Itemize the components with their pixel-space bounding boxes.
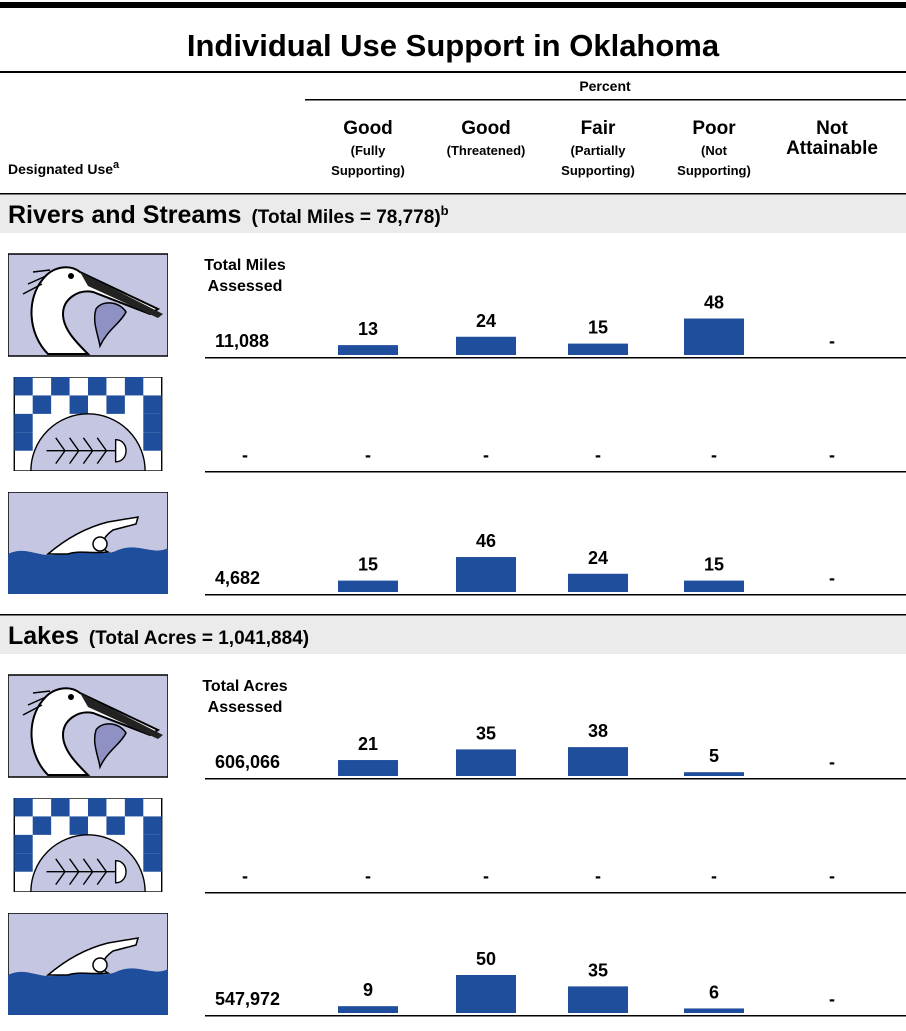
value-label: 48 — [704, 293, 724, 313]
bar — [338, 581, 398, 592]
value-label: 15 — [704, 555, 724, 575]
column-sublabel: Supporting) — [677, 163, 751, 178]
use-icon — [14, 798, 161, 892]
section-title: Lakes — [8, 622, 79, 650]
page: Individual Use Support in Oklahoma Perce… — [0, 0, 906, 1031]
column-label: Good — [461, 118, 511, 139]
designated-use-label: Designated Usea — [8, 159, 120, 177]
value-label: - — [829, 989, 835, 1009]
value-label: - — [483, 445, 489, 465]
value-label: - — [829, 331, 835, 351]
column-sublabel: (Not — [701, 143, 728, 158]
assessed-value: - — [242, 866, 248, 886]
column-sublabel: (Fully — [351, 143, 386, 158]
value-label: 6 — [709, 982, 719, 1002]
bar — [338, 1006, 398, 1013]
value-label: - — [711, 866, 717, 886]
title-rule — [0, 71, 906, 73]
column-label: Good — [343, 118, 393, 139]
value-label: 15 — [588, 318, 608, 338]
bar — [456, 337, 516, 355]
value-label: - — [829, 445, 835, 465]
row-rule — [205, 594, 906, 596]
section-rule — [0, 614, 906, 616]
use-icon — [8, 675, 168, 777]
column-sublabel: Supporting) — [561, 163, 635, 178]
bar — [456, 975, 516, 1013]
designated-use: Designated Use — [8, 161, 113, 177]
value-label: 38 — [588, 721, 608, 741]
value-label: 5 — [709, 746, 719, 766]
assessed-label: Total Miles — [204, 257, 286, 274]
use-icon — [8, 913, 168, 1015]
row-rule — [205, 778, 906, 780]
page-title: Individual Use Support in Oklahoma — [187, 28, 720, 63]
use-icon — [8, 254, 168, 356]
top-rule — [0, 2, 906, 8]
bar — [338, 760, 398, 776]
bar — [568, 986, 628, 1013]
section-total: (Total Miles = 78,778) — [251, 207, 440, 228]
bar — [338, 345, 398, 355]
value-label: - — [829, 866, 835, 886]
value-label: - — [595, 445, 601, 465]
assessed-value: 11,088 — [215, 331, 269, 351]
column-label: Poor — [692, 118, 736, 139]
bar — [684, 1008, 744, 1013]
column-sublabel: Supporting) — [331, 163, 405, 178]
assessed-label: Total Acres — [202, 678, 287, 695]
value-label: 21 — [358, 734, 378, 754]
row-rule — [205, 357, 906, 359]
column-label: Fair — [581, 118, 616, 139]
bar — [568, 344, 628, 355]
column-label: Attainable — [786, 138, 878, 159]
assessed-label: Assessed — [208, 278, 283, 295]
assessed-value: - — [242, 445, 248, 465]
percent-label: Percent — [579, 78, 631, 94]
column-sublabel: (Partially — [571, 143, 627, 158]
bar — [684, 772, 744, 776]
value-label: - — [483, 866, 489, 886]
row-rule — [205, 892, 906, 894]
section-title: Rivers and Streams — [8, 201, 241, 229]
value-label: 50 — [476, 949, 496, 969]
value-label: - — [829, 568, 835, 588]
bar — [568, 574, 628, 592]
value-label: 24 — [588, 548, 608, 568]
value-label: - — [829, 752, 835, 772]
value-label: - — [595, 866, 601, 886]
footnote-mark: b — [441, 203, 449, 218]
assessed-label: Assessed — [208, 699, 283, 716]
assessed-value: 547,972 — [215, 989, 280, 1009]
assessed-value: 606,066 — [215, 752, 280, 772]
value-label: 15 — [358, 555, 378, 575]
value-label: 46 — [476, 531, 496, 551]
value-label: 9 — [363, 980, 373, 1000]
footnote-mark: a — [113, 159, 120, 171]
value-label: 24 — [476, 311, 496, 331]
use-icon — [8, 492, 168, 594]
assessed-value: 4,682 — [215, 568, 260, 588]
value-label: 35 — [588, 960, 608, 980]
row-rule — [205, 1015, 906, 1017]
column-sublabel: (Threatened) — [447, 143, 526, 158]
percent-rule — [305, 99, 906, 101]
value-label: - — [365, 866, 371, 886]
value-label: 13 — [358, 319, 378, 339]
bar — [456, 557, 516, 592]
bar — [684, 319, 744, 355]
value-label: 35 — [476, 723, 496, 743]
section-total: (Total Acres = 1,041,884) — [89, 628, 309, 649]
value-label: - — [711, 445, 717, 465]
bar — [568, 747, 628, 776]
bar — [684, 581, 744, 592]
section-rule — [0, 193, 906, 195]
bar — [456, 749, 516, 776]
column-label: Not — [816, 118, 848, 139]
value-label: - — [365, 445, 371, 465]
row-rule — [205, 471, 906, 473]
use-icon — [14, 377, 161, 471]
